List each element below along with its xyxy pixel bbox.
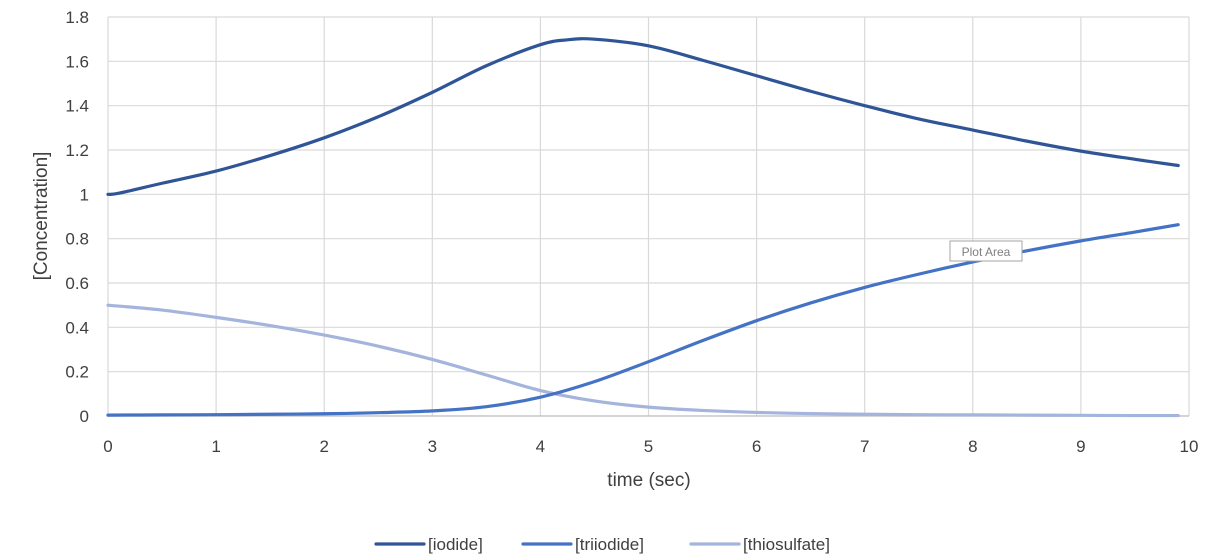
legend-item-iodide[interactable]: [iodide] bbox=[374, 535, 483, 554]
y-tick-label: 0.6 bbox=[65, 274, 89, 293]
x-tick-label: 0 bbox=[103, 437, 112, 456]
y-tick-label: 0.4 bbox=[65, 318, 89, 337]
x-tick-label: 9 bbox=[1076, 437, 1085, 456]
x-tick-label: 3 bbox=[428, 437, 437, 456]
y-tick-label: 1.8 bbox=[65, 8, 89, 27]
y-tick-label: 1 bbox=[80, 185, 89, 204]
y-tick-label: 1.2 bbox=[65, 141, 89, 160]
legend-item-thiosulfate[interactable]: [thiosulfate] bbox=[689, 535, 830, 554]
plot-area-tooltip: Plot Area bbox=[949, 240, 1023, 262]
y-axis-ticks: 0 0.2 0.4 0.6 0.8 1 1.2 1.4 1.6 1.8 bbox=[65, 8, 89, 426]
y-tick-label: 0 bbox=[80, 407, 89, 426]
legend-label: [triiodide] bbox=[575, 535, 644, 554]
x-tick-label: 10 bbox=[1180, 437, 1199, 456]
y-axis-title: [Concentration] bbox=[31, 152, 52, 281]
x-axis-title: time (sec) bbox=[607, 470, 690, 491]
x-tick-label: 1 bbox=[211, 437, 220, 456]
x-tick-label: 2 bbox=[319, 437, 328, 456]
x-axis-ticks: 0 1 2 3 4 5 6 7 8 9 10 bbox=[103, 437, 1198, 456]
series-line-iodide bbox=[106, 37, 1180, 197]
legend-label: [iodide] bbox=[428, 535, 483, 554]
series-lines bbox=[106, 37, 1180, 418]
gridlines bbox=[107, 16, 1190, 417]
series-line-thiosulfate bbox=[106, 303, 1180, 418]
x-tick-label: 6 bbox=[752, 437, 761, 456]
x-tick-label: 7 bbox=[860, 437, 869, 456]
legend-item-triiodide[interactable]: [triiodide] bbox=[521, 535, 644, 554]
y-tick-label: 0.8 bbox=[65, 230, 89, 249]
x-tick-label: 5 bbox=[644, 437, 653, 456]
x-tick-label: 4 bbox=[536, 437, 545, 456]
y-tick-label: 0.2 bbox=[65, 363, 89, 382]
y-tick-label: 1.6 bbox=[65, 52, 89, 71]
x-tick-label: 8 bbox=[968, 437, 977, 456]
tooltip-label: Plot Area bbox=[962, 245, 1011, 259]
y-tick-label: 1.4 bbox=[65, 97, 89, 116]
legend[interactable]: [iodide] [triiodide] [thiosulfate] bbox=[374, 535, 830, 554]
legend-label: [thiosulfate] bbox=[743, 535, 830, 554]
